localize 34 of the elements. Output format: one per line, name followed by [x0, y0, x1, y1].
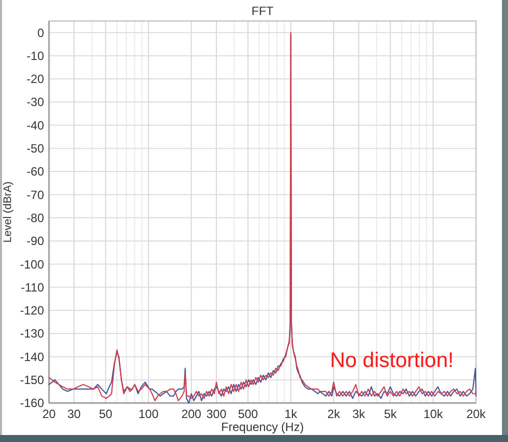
- x-tick-label: 50: [98, 407, 113, 421]
- x-tick-label: 100: [138, 407, 159, 421]
- y-axis-title: Level (dBrA): [2, 181, 14, 243]
- y-tick-label: -60: [26, 164, 44, 179]
- x-tick-label: 2k: [327, 407, 341, 421]
- x-tick-label: 1k: [284, 407, 298, 421]
- x-tick-label: 30: [67, 407, 82, 421]
- x-tick-label: 300: [206, 407, 227, 421]
- y-tick-label: -160: [20, 396, 44, 410]
- x-tick-label: 20: [42, 407, 56, 421]
- y-tick-label: -20: [26, 72, 44, 86]
- y-tick-label: -110: [20, 280, 44, 294]
- x-tick-label: 10k: [423, 407, 444, 421]
- y-tick-label: -70: [26, 188, 44, 202]
- x-tick-label: 200: [181, 407, 202, 421]
- y-tick-label: -120: [20, 304, 44, 318]
- x-tick-label: 5k: [384, 407, 398, 421]
- chart-title: FFT: [252, 4, 274, 18]
- y-tick-label: -10: [26, 48, 44, 63]
- x-tick-label: 20k: [466, 407, 487, 421]
- y-tick-label: -90: [26, 234, 44, 248]
- y-tick-label: -40: [26, 118, 44, 132]
- x-axis-title: Frequency (Hz): [221, 420, 304, 434]
- x-tick-label: 3k: [352, 407, 366, 421]
- x-tick-label: 500: [238, 407, 258, 421]
- annotation: No distortion!: [330, 349, 454, 372]
- y-tick-label: -150: [20, 373, 44, 388]
- y-tick-label: -80: [26, 210, 44, 225]
- y-tick-label: -130: [20, 326, 44, 341]
- y-tick-label: -30: [26, 95, 44, 110]
- y-tick-label: 0: [37, 26, 44, 40]
- y-tick-label: -50: [26, 142, 44, 156]
- y-tick-label: -100: [20, 257, 44, 272]
- y-tick-label: -140: [20, 350, 44, 364]
